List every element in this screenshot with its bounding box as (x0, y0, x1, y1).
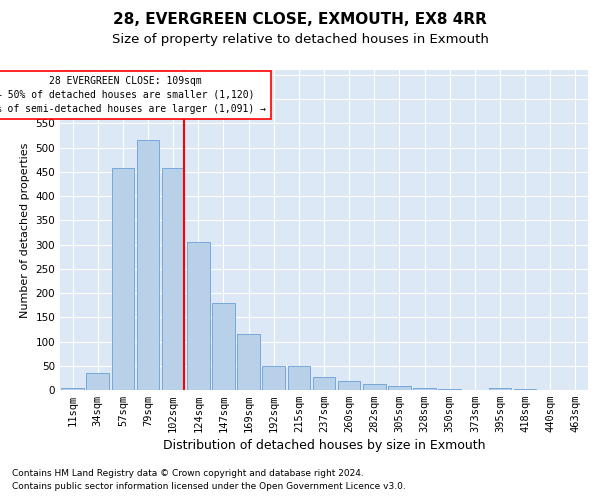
Bar (313, 377, 335, 390)
Text: Contains HM Land Registry data © Crown copyright and database right 2024.: Contains HM Land Registry data © Crown c… (12, 468, 364, 477)
Bar (439, 388, 461, 390)
Text: Contains public sector information licensed under the Open Government Licence v3: Contains public sector information licen… (12, 482, 406, 491)
Text: 28, EVERGREEN CLOSE, EXMOUTH, EX8 4RR: 28, EVERGREEN CLOSE, EXMOUTH, EX8 4RR (113, 12, 487, 28)
Bar (413, 388, 436, 390)
Bar (262, 366, 285, 390)
Y-axis label: Number of detached properties: Number of detached properties (20, 142, 30, 318)
Bar (488, 388, 511, 390)
Bar (112, 168, 134, 390)
Bar (338, 382, 361, 390)
Text: 28 EVERGREEN CLOSE: 109sqm
← 50% of detached houses are smaller (1,120)
49% of s: 28 EVERGREEN CLOSE: 109sqm ← 50% of deta… (0, 76, 266, 114)
Bar (212, 302, 235, 390)
X-axis label: Distribution of detached houses by size in Exmouth: Distribution of detached houses by size … (163, 440, 485, 452)
Bar (86, 373, 109, 390)
Text: Size of property relative to detached houses in Exmouth: Size of property relative to detached ho… (112, 32, 488, 46)
Bar (187, 242, 209, 390)
Bar (61, 388, 84, 390)
Bar (388, 386, 411, 390)
Bar (363, 384, 386, 390)
Bar (287, 366, 310, 390)
Bar (137, 140, 160, 390)
Bar (237, 334, 260, 390)
Bar (514, 388, 536, 390)
Bar (162, 168, 184, 390)
